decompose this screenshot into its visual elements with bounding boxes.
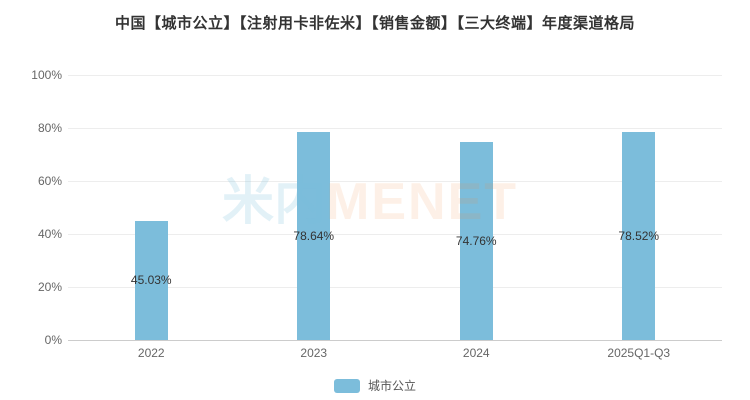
- legend-marker-swatch[interactable]: [333, 378, 360, 393]
- gridline-60: [68, 181, 722, 182]
- legend-series-label[interactable]: 城市公立: [367, 379, 416, 393]
- y-tick-20: 20%: [37, 280, 62, 294]
- x-tick-2022: 2022: [137, 346, 165, 360]
- y-tick-40: 40%: [37, 227, 62, 241]
- gridline-40: [68, 234, 722, 235]
- gridline-100: [68, 75, 722, 76]
- gridline-80: [68, 128, 722, 129]
- bar-2023[interactable]: [297, 131, 331, 340]
- x-axis-line: [68, 340, 722, 341]
- legend[interactable]: 城市公立: [0, 377, 750, 394]
- bar-2022[interactable]: [134, 220, 168, 340]
- y-tick-100: 100%: [31, 68, 62, 82]
- bar-2025Q1-Q3[interactable]: [622, 131, 656, 340]
- x-tick-2023: 2023: [300, 346, 328, 360]
- x-tick-2025Q1-Q3: 2025Q1-Q3: [607, 346, 671, 360]
- y-tick-80: 80%: [37, 121, 62, 135]
- y-tick-0: 0%: [44, 333, 62, 347]
- x-tick-2024: 2024: [462, 346, 490, 360]
- value-label-2024: 74.76%: [455, 233, 497, 248]
- value-label-2022: 45.03%: [130, 273, 172, 288]
- value-label-2023: 78.64%: [293, 228, 335, 243]
- value-label-2025Q1-Q3: 78.52%: [618, 228, 660, 243]
- y-tick-60: 60%: [37, 174, 62, 188]
- bar-2024[interactable]: [459, 141, 493, 340]
- gridline-20: [68, 287, 722, 288]
- chart-title: 中国【城市公立】【注射用卡非佐米】【销售金额】【三大终端】年度渠道格局: [114, 15, 635, 32]
